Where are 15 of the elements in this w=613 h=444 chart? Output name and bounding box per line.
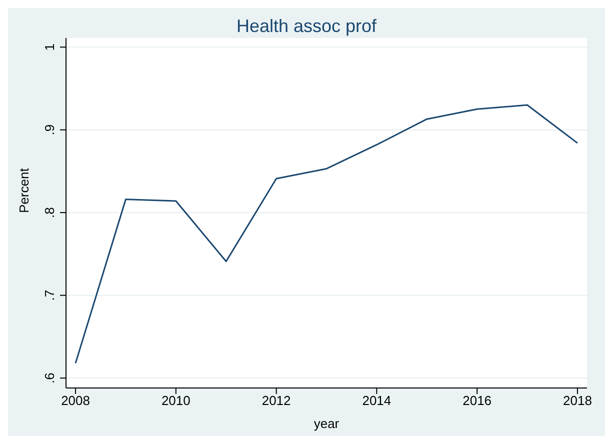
x-tick-label: 2012	[262, 393, 291, 408]
x-tick-label: 2014	[362, 393, 392, 408]
x-tick-label: 2018	[563, 393, 592, 408]
x-tick-label: 2016	[462, 393, 492, 408]
line-series	[74, 104, 578, 364]
y-tick-label: .9	[42, 124, 57, 136]
y-tick-label: .7	[42, 290, 57, 301]
y-tick-label: 1	[42, 43, 57, 51]
y-axis-title: Percent	[16, 168, 32, 213]
chart-title: Health assoc prof	[235, 16, 378, 37]
x-tick-label: 2008	[61, 393, 90, 408]
y-tick-label: .8	[42, 207, 57, 218]
y-tick-label: .6	[42, 372, 57, 384]
x-tick-label: 2010	[161, 393, 190, 408]
x-axis-title: year	[314, 416, 340, 431]
